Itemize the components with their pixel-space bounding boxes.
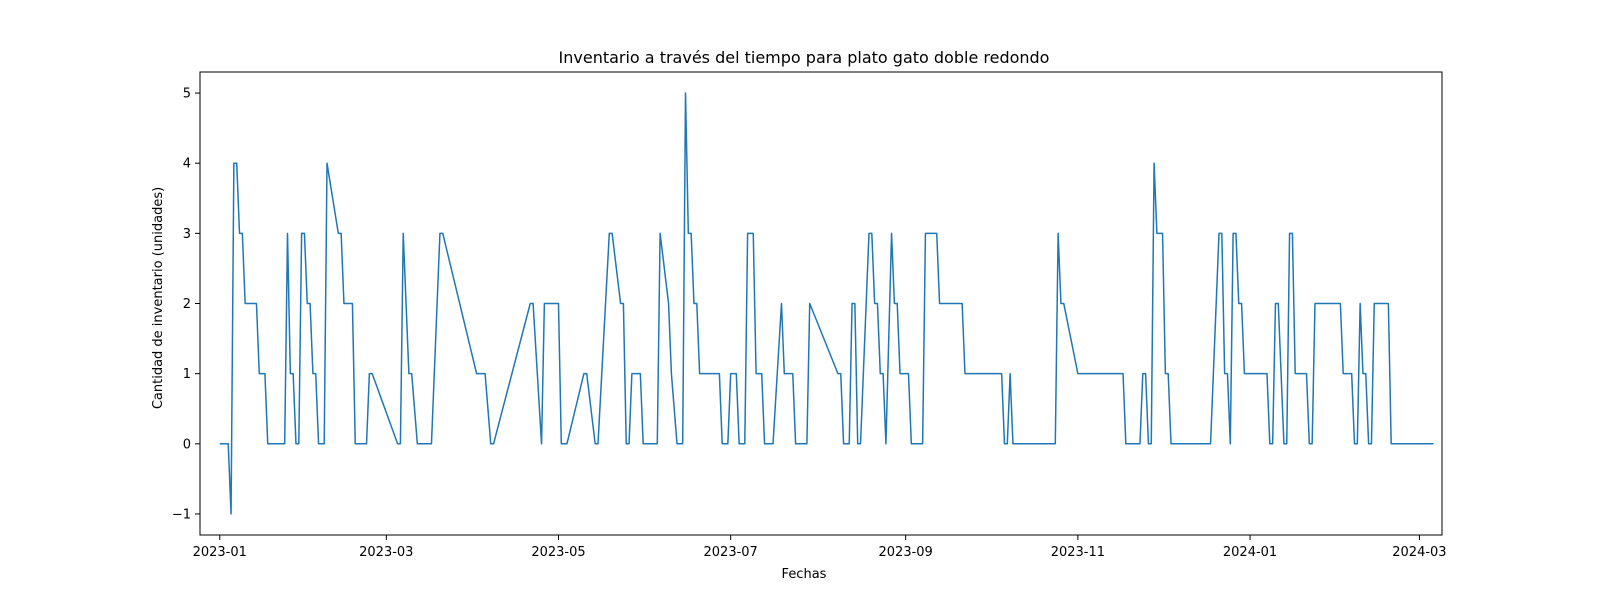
y-tick-label: 5 [183,87,191,102]
y-tick-label: 2 [183,297,191,312]
y-tick-label: 4 [183,157,191,172]
x-tick-label: 2024-03 [1392,545,1446,560]
x-tick-label: 2023-03 [359,545,413,560]
x-tick-label: 2023-11 [1051,545,1105,560]
y-tick-label: −1 [172,507,191,522]
x-tick-label: 2023-09 [879,545,933,560]
series-line-0 [219,92,1434,515]
x-tick-label: 2024-01 [1223,545,1277,560]
x-tick-label: 2023-07 [704,545,758,560]
y-tick-label: 0 [183,437,191,452]
plot-area: 2023-01 2023-03 2023-05 2023-07 2023-09 2023-… [172,71,1447,560]
y-tick-label: 3 [183,227,191,242]
y-tick-label: 1 [183,367,191,382]
x-tick-label: 2023-01 [193,545,247,560]
x-axis-title: Fechas [782,567,827,582]
x-tick-label: 2023-05 [531,545,585,560]
chart-title: Inventario a través del tiempo para plat… [559,48,1050,67]
y-axis-title: Cantidad de inventario (unidades) [151,187,166,409]
